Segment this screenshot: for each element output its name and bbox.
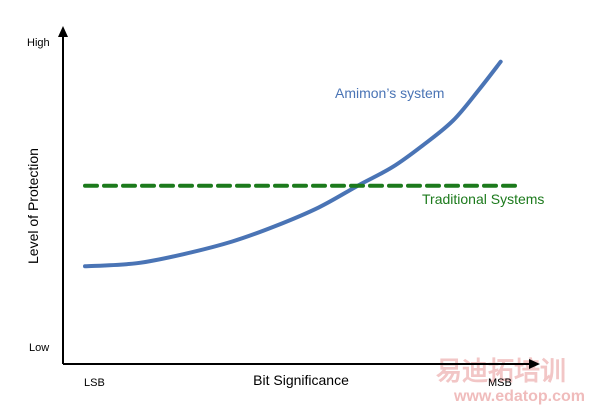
axes <box>58 26 540 369</box>
y-tick-high: High <box>27 37 50 49</box>
traditional-series-label: Traditional Systems <box>422 191 544 207</box>
x-tick-msb: MSB <box>488 377 512 389</box>
watermark: 易迪拓培训 www.edatop.com <box>436 357 585 405</box>
y-tick-low: Low <box>29 342 49 354</box>
watermark-url: www.edatop.com <box>453 388 585 405</box>
series-layer <box>83 59 520 269</box>
x-axis-title: Bit Significance <box>253 372 349 388</box>
y-axis-title: Level of Protection <box>25 148 41 264</box>
amimon-series-label: Amimon’s system <box>335 85 444 101</box>
watermark-text: 易迪拓培训 <box>436 357 566 387</box>
x-axis-arrow <box>529 359 540 369</box>
y-axis-arrow <box>58 26 68 37</box>
x-tick-lsb: LSB <box>84 377 105 389</box>
amimon-series-line <box>83 59 503 269</box>
